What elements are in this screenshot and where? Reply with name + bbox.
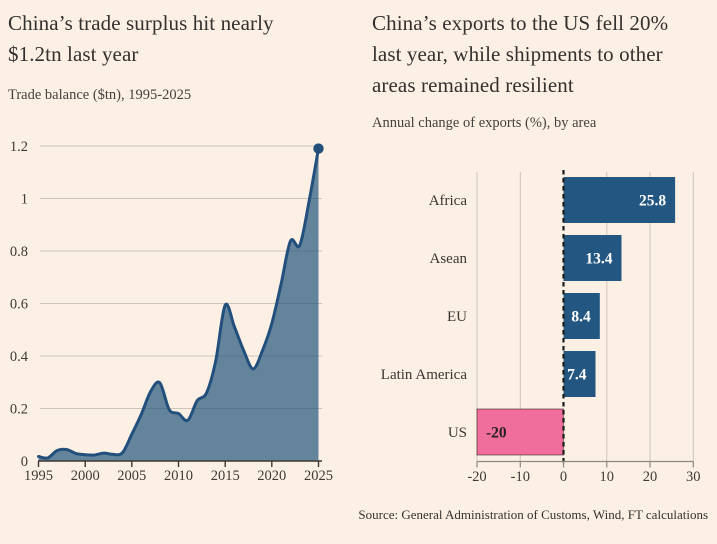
exports-bar-chart: Africa 25.8 Asean 13.4 EU 8.4 Latin America 7.4… <box>381 170 701 485</box>
left-line <box>37 147 320 460</box>
right-axis: -20 -10 0 10 20 30 <box>467 460 701 485</box>
svg-text:0.6: 0.6 <box>10 297 28 313</box>
bar-latin-america <box>563 351 596 397</box>
bar-value-eu: 8.4 <box>571 309 591 326</box>
svg-text:1: 1 <box>21 192 28 208</box>
right-bars: Africa 25.8 Asean 13.4 EU 8.4 Latin America 7.4… <box>381 177 676 456</box>
left-y-tick-labels: 0 0.2 0.4 0.6 0.8 1 1.2 <box>10 139 29 470</box>
svg-text:1995: 1995 <box>24 468 53 484</box>
right-chart-title: China’s exports to the US fell 20% last … <box>372 11 669 97</box>
svg-text:0: 0 <box>21 454 28 470</box>
bar-africa <box>563 177 676 223</box>
svg-text:2005: 2005 <box>117 468 146 484</box>
bar-asean <box>563 235 622 281</box>
svg-text:20: 20 <box>643 469 658 485</box>
svg-text:-10: -10 <box>511 469 530 485</box>
bar-eu <box>563 293 600 339</box>
svg-text:0: 0 <box>560 469 567 485</box>
left-x-tick-labels: 1995 2000 2005 2010 2015 2020 2025 <box>24 468 333 484</box>
left-area-fill <box>38 148 319 461</box>
svg-text:2020: 2020 <box>257 468 286 484</box>
right-panel: China’s exports to the US fell 20% last … <box>372 8 712 132</box>
bar-value-africa: 25.8 <box>639 193 666 210</box>
svg-text:30: 30 <box>686 469 701 485</box>
source-note: Source: General Administration of Custom… <box>358 507 708 522</box>
category-label-us: US <box>448 425 467 441</box>
svg-text:2000: 2000 <box>71 468 100 484</box>
left-panel: China’s trade surplus hit nearly $1.2tn … <box>8 8 356 104</box>
category-label-africa: Africa <box>429 193 468 209</box>
category-label-latin-america: Latin America <box>381 367 468 383</box>
category-label-asean: Asean <box>430 251 468 267</box>
svg-text:2010: 2010 <box>164 468 193 484</box>
svg-text:0.4: 0.4 <box>10 349 29 365</box>
bar-value-us: -20 <box>486 425 507 442</box>
svg-text:-20: -20 <box>467 469 486 485</box>
left-chart-title: China’s trade surplus hit nearly $1.2tn … <box>8 11 274 66</box>
svg-text:1.2: 1.2 <box>10 139 28 155</box>
bar-us <box>476 408 565 456</box>
left-axis <box>37 460 322 467</box>
bar-value-asean: 13.4 <box>585 251 612 268</box>
right-chart-subtitle: Annual change of exports (%), by area <box>372 115 597 131</box>
bar-value-latin-america: 7.4 <box>567 367 587 384</box>
trade-balance-area-chart: 0 0.2 0.4 0.6 0.8 1 1.2 1995 2000 2005 2010 2015 202… <box>10 139 333 484</box>
svg-text:0.8: 0.8 <box>10 244 28 260</box>
svg-text:2025: 2025 <box>304 468 333 484</box>
category-label-eu: EU <box>447 309 467 325</box>
svg-text:2015: 2015 <box>211 468 240 484</box>
svg-text:0.2: 0.2 <box>10 402 28 418</box>
svg-text:10: 10 <box>600 469 615 485</box>
left-chart-subtitle: Trade balance ($tn), 1995-2025 <box>8 87 192 103</box>
left-end-dot <box>313 143 324 154</box>
